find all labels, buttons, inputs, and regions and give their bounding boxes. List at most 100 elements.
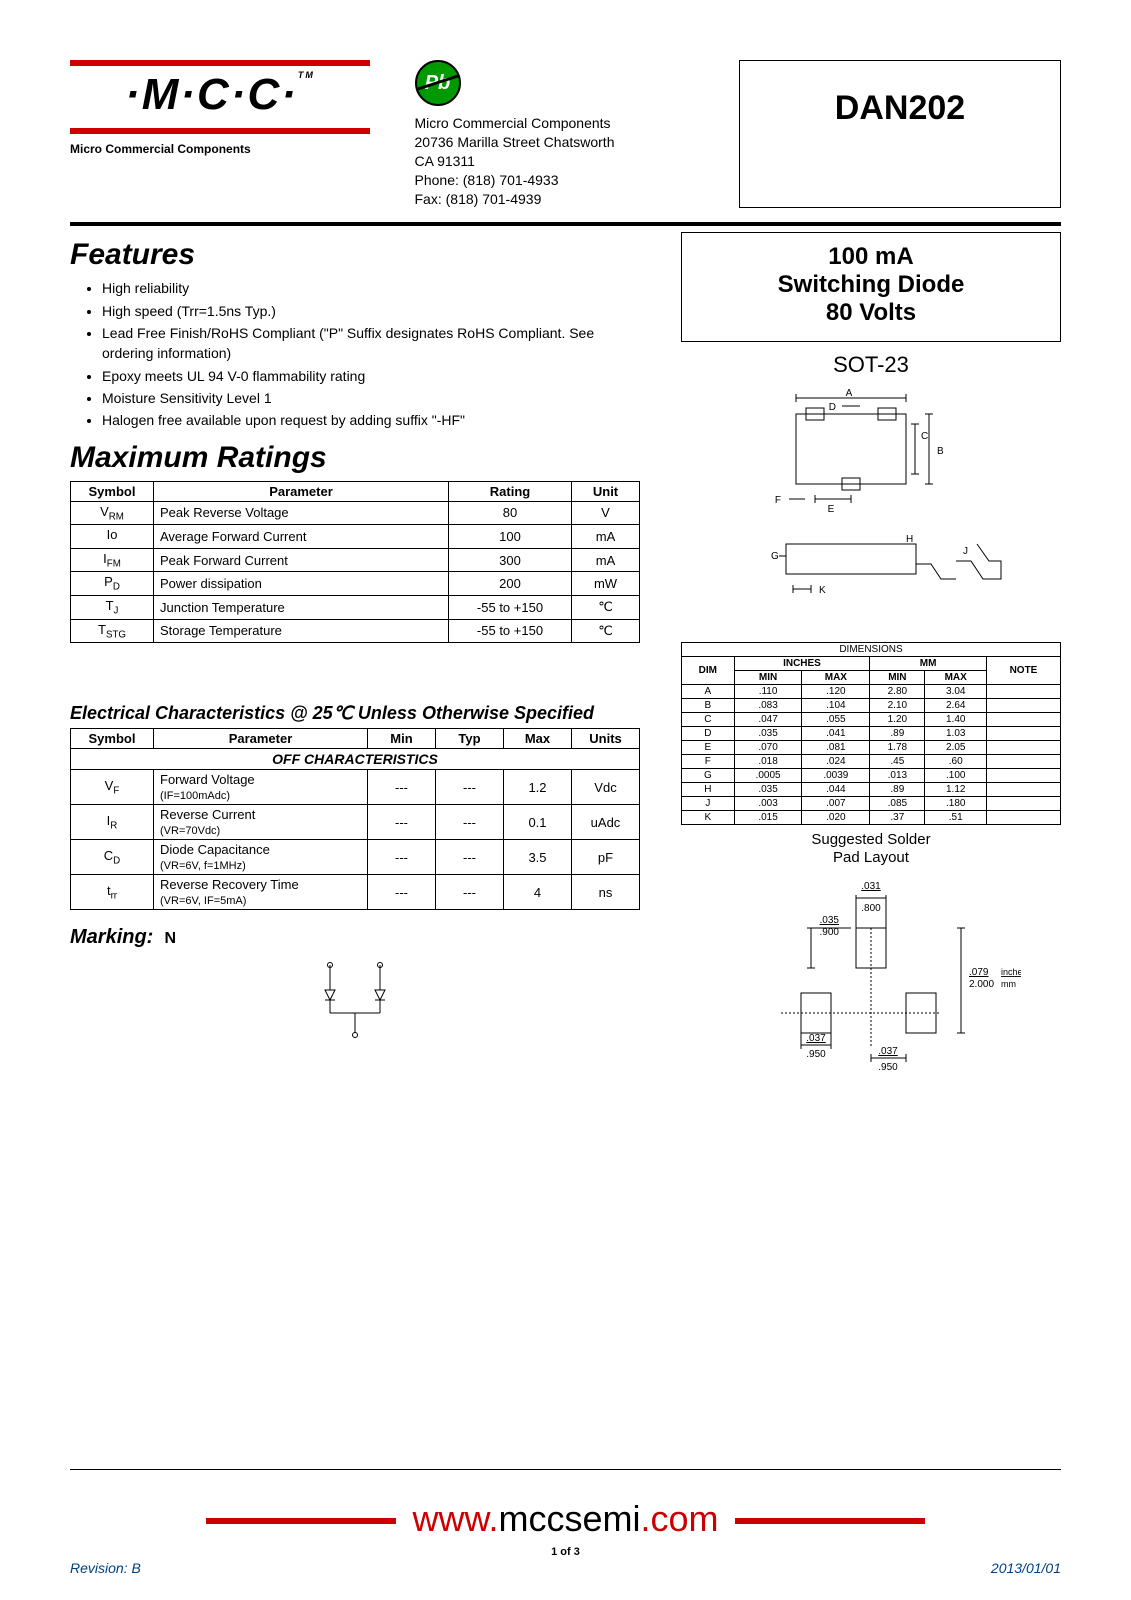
electrical-characteristics-table: Symbol Parameter Min Typ Max Units OFF C… [70,728,640,910]
company-phone: Phone: (818) 701-4933 [415,171,695,190]
svg-text:.031: .031 [861,881,881,892]
svg-text:D: D [829,402,836,413]
svg-text:2.000: 2.000 [969,979,994,990]
subtitle-box: 100 mA Switching Diode 80 Volts [681,232,1061,342]
col-unit: Unit [572,481,640,501]
marking-word: Marking: [70,926,153,948]
table-row: A.110.1202.803.04 [682,685,1061,699]
site-pre: www. [412,1498,498,1539]
table-row: F.018.024.45.60 [682,755,1061,769]
logo-block: ·M·C·C·TM Micro Commercial Components [70,60,370,208]
pb-free-icon: Pb [415,60,461,106]
mcc-logo: ·M·C·C·TM [70,60,370,134]
table-row: trrReverse Recovery Time(VR=6V, IF=5mA)-… [71,875,640,910]
col-min: Min [368,729,436,749]
company-name: Micro Commercial Components [415,114,695,133]
svg-text:.037: .037 [806,1033,826,1044]
solder-pad-label: Suggested Solder Pad Layout [681,831,1061,867]
svg-text:inches: inches [1001,967,1021,977]
site-mid: mccsemi [499,1498,641,1539]
feature-item: Halogen free available upon request by a… [102,410,640,430]
package-outline-diagram: A D B C E F [731,384,1011,634]
col-parameter: Parameter [154,481,449,501]
table-row: G.0005.0039.013.100 [682,769,1061,783]
feature-item: Moisture Sensitivity Level 1 [102,388,640,408]
col-typ: Typ [436,729,504,749]
feature-item: High reliability [102,278,640,298]
col-rating: Rating [449,481,572,501]
feature-item: Lead Free Finish/RoHS Compliant ("P" Suf… [102,323,640,364]
col-symbol: Symbol [71,481,154,501]
table-row: Symbol Parameter Rating Unit [71,481,640,501]
company-fax: Fax: (818) 701-4939 [415,190,695,209]
trademark: TM [298,70,315,80]
package-label: SOT-23 [681,352,1061,378]
footer-divider [70,1469,1061,1470]
table-row: K.015.020.37.51 [682,811,1061,825]
logo-text: ·M·C·C· [125,70,298,119]
section-row: OFF CHARACTERISTICS [71,749,640,770]
table-row: TSTGStorage Temperature-55 to +150℃ [71,619,640,643]
svg-text:.800: .800 [861,903,881,914]
svg-text:E: E [828,504,835,515]
table-row: VFForward Voltage(IF=100mAdc)------1.2Vd… [71,770,640,805]
svg-text:A: A [846,388,853,399]
svg-text:K: K [819,585,826,596]
table-row: IFMPeak Forward Current300mA [71,548,640,572]
table-row: Symbol Parameter Min Typ Max Units [71,729,640,749]
svg-text:.037: .037 [878,1046,898,1057]
ec-heading: Electrical Characteristics @ 25℃ Unless … [70,703,640,724]
col-symbol: Symbol [71,729,154,749]
col-parameter: Parameter [154,729,368,749]
table-row: TJJunction Temperature-55 to +150℃ [71,595,640,619]
marking-label: Marking: N [70,926,640,949]
company-addr1: 20736 Marilla Street Chatsworth [415,133,695,152]
red-bar-icon [206,1518,396,1524]
feature-item: Epoxy meets UL 94 V-0 flammability ratin… [102,366,640,386]
dimensions-table: DIMENSIONS DIM INCHES MM NOTE MIN MAX MI… [681,642,1061,825]
feature-item: High speed (Trr=1.5ns Typ.) [102,301,640,321]
header-divider [70,222,1061,226]
part-number-box: DAN202 [739,60,1061,208]
svg-text:J: J [963,546,968,557]
svg-text:G: G [771,551,779,562]
svg-text:F: F [775,495,781,506]
page-number: 1 of 3 [0,1546,1131,1558]
solder-pad-diagram: .031 .800 .035 .900 .079 2.000 inches mm [721,873,1021,1073]
subtitle-l2: Switching Diode [682,271,1060,299]
max-ratings-heading: Maximum Ratings [70,441,640,475]
svg-text:H: H [906,534,913,545]
revision: Revision: B [70,1560,141,1576]
table-row: J.003.007.085.180 [682,797,1061,811]
svg-text:.079: .079 [969,967,989,978]
site-post: .com [641,1498,719,1539]
svg-text:.035: .035 [820,915,840,926]
subtitle-l3: 80 Volts [682,299,1060,327]
subtitle-l1: 100 mA [682,243,1060,271]
features-list: High reliability High speed (Trr=1.5ns T… [102,278,640,430]
company-info: Pb Micro Commercial Components 20736 Mar… [415,60,695,208]
marking-diagram [300,955,410,1045]
company-addr2: CA 91311 [415,152,695,171]
svg-text:.900: .900 [820,927,840,938]
table-row: PDPower dissipation200mW [71,572,640,596]
svg-text:.950: .950 [806,1049,826,1060]
features-heading: Features [70,238,640,272]
website: www.mccsemi.com [0,1498,1131,1540]
part-number: DAN202 [835,89,965,127]
svg-text:C: C [921,431,928,442]
pb-icon-text: Pb [425,70,451,97]
red-bar-icon [735,1518,925,1524]
table-row: CDDiode Capacitance(VR=6V, f=1MHz)------… [71,840,640,875]
table-row: B.083.1042.102.64 [682,699,1061,713]
table-row: E.070.0811.782.05 [682,741,1061,755]
col-max: Max [504,729,572,749]
table-row: C.047.0551.201.40 [682,713,1061,727]
table-row: H.035.044.891.12 [682,783,1061,797]
table-row: VRMPeak Reverse Voltage80V [71,501,640,525]
marking-code: N [164,930,176,947]
logo-subtitle: Micro Commercial Components [70,142,370,156]
col-units: Units [572,729,640,749]
table-row: D.035.041.891.03 [682,727,1061,741]
date: 2013/01/01 [991,1560,1061,1576]
